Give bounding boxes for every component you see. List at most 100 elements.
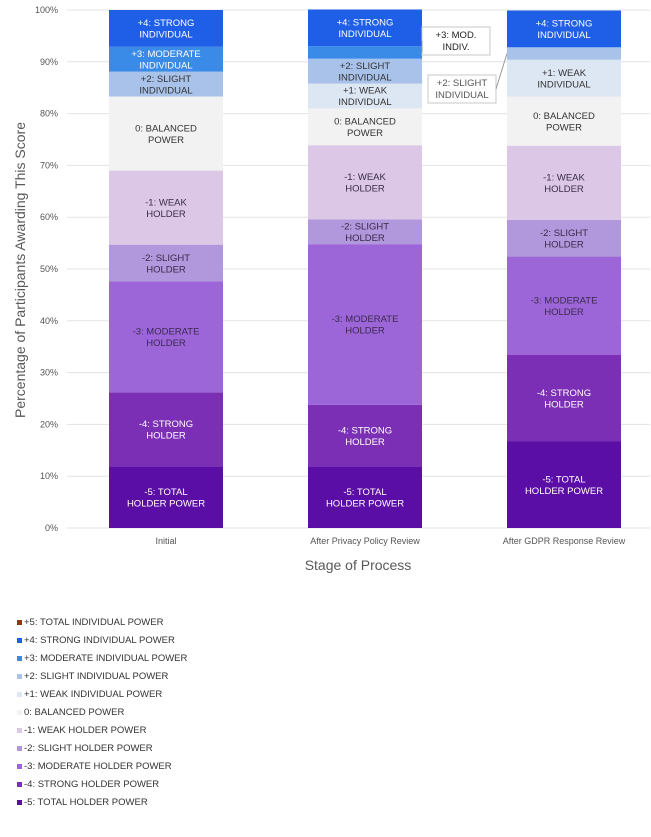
legend-swatch [17,673,22,679]
callout-label: +3: MOD. INDIV. [436,30,477,53]
y-axis-title: Percentage of Participants Awarding This… [12,122,28,418]
segment-label-2-slight-holder-power: -2: SLIGHT HOLDER [142,253,190,276]
bar-segment-1-weak-holder-power [507,145,621,220]
callouts: +3: MOD. INDIV. +2: SLIGHT INDIVIDUAL [421,26,508,104]
segment-label-1-weak-individual-power: +1: WEAK INDIVIDUAL [338,86,391,109]
bar-segment-4-strong-individual-power [507,10,621,48]
legend-swatch [17,619,22,625]
segment-label-1-weak-individual-power: +1: WEAK INDIVIDUAL [537,68,590,91]
legend-label: +1: WEAK INDIVIDUAL POWER [24,688,163,700]
segment-label-1-weak-holder-power: -1: WEAK HOLDER [145,197,187,220]
segment-label-5-total-holder-power: -5: TOTAL HOLDER POWER [326,487,404,510]
bar-segment-1-weak-holder-power [308,145,422,220]
legend-label: -1: WEAK HOLDER POWER [24,724,147,736]
legend-label: -4: STRONG HOLDER POWER [24,778,160,790]
bars [109,9,621,528]
y-tick-label: 100% [35,5,58,15]
bar-segment-2-slight-individual-power [109,71,223,97]
y-tick-label: 50% [40,264,58,274]
legend-item: -3: MODERATE HOLDER POWER [17,757,187,775]
legend-label: -2: SLIGHT HOLDER POWER [24,742,153,754]
bar-segment-4-strong-holder-power [308,404,422,467]
y-tick-label: 0% [45,523,58,533]
x-tick-label: After GDPR Response Review [503,536,626,546]
segment-label-2-slight-holder-power: -2: SLIGHT HOLDER [540,228,588,251]
legend-swatch [17,709,22,715]
bar-segment-1-weak-holder-power [109,170,223,245]
segment-label-4-strong-individual-power: +4: STRONG INDIVIDUAL [138,18,195,41]
callout-label: +2: SLIGHT INDIVIDUAL [435,78,488,101]
legend-swatch [17,781,22,787]
y-tick-label: 80% [40,109,58,119]
legend-label: +5: TOTAL INDIVIDUAL POWER [24,616,164,628]
bar-segment-3-moderate-holder-power [507,256,621,355]
y-tick-label: 60% [40,212,58,222]
bar-segment-3-moderate-holder-power [109,281,223,393]
bar-segment-5-total-holder-power [507,441,621,528]
segment-label-0-balanced-power: 0: BALANCED POWER [135,123,197,146]
legend-label: +4: STRONG INDIVIDUAL POWER [24,634,175,646]
bar-segment-2-slight-holder-power [507,219,621,257]
x-axis-title: Stage of Process [305,557,412,573]
callout-leader [495,53,508,90]
segment-label-3-moderate-holder-power: -3: MODERATE HOLDER [531,296,598,319]
bar-segment-0-balanced-power [507,96,621,146]
x-tick-label: Initial [155,536,176,546]
segment-label-5-total-holder-power: -5: TOTAL HOLDER POWER [127,487,205,510]
y-tick-label: 30% [40,368,58,378]
legend-label: +3: MODERATE INDIVIDUAL POWER [24,652,188,664]
bar-segment-5-total-holder-power [308,466,422,528]
legend-label: -3: MODERATE HOLDER POWER [24,760,172,772]
legend-item: -5: TOTAL HOLDER POWER [17,793,187,811]
bar-segment-1-weak-individual-power [507,59,621,97]
segment-label-2-slight-individual-power: +2: SLIGHT INDIVIDUAL [338,61,391,84]
legend-item: +1: WEAK INDIVIDUAL POWER [17,685,187,703]
legend-swatch [17,691,22,697]
segment-label-2-slight-holder-power: -2: SLIGHT HOLDER [341,221,389,244]
legend-item: -1: WEAK HOLDER POWER [17,721,187,739]
y-tick-label: 90% [40,57,58,67]
legend-item: -4: STRONG HOLDER POWER [17,775,187,793]
bar-segment-4-strong-individual-power [308,9,422,47]
segment-label-1-weak-holder-power: -1: WEAK HOLDER [344,172,386,195]
legend-swatch [17,655,22,661]
y-tick-label: 70% [40,160,58,170]
bar-segment-2-slight-holder-power [308,219,422,245]
segment-label-3-moderate-holder-power: -3: MODERATE HOLDER [133,327,200,350]
legend-swatch [17,637,22,643]
x-tick-label: After Privacy Policy Review [310,536,420,546]
y-tick-label: 40% [40,316,58,326]
legend-label: 0: BALANCED POWER [24,706,125,718]
bar-segment-0-balanced-power [308,108,422,146]
legend-swatch [17,763,22,769]
x-axis-ticks: Initial After Privacy Policy Review After … [155,536,625,546]
segment-label-0-balanced-power: 0: BALANCED POWER [533,111,595,133]
bar-segment-4-strong-holder-power [109,392,223,467]
segment-label-0-balanced-power: 0: BALANCED POWER [334,117,396,139]
legend-item: 0: BALANCED POWER [17,703,187,721]
legend-item: +4: STRONG INDIVIDUAL POWER [17,631,187,649]
bar-segment-3-moderate-individual-power [109,46,223,72]
bar-segment-0-balanced-power [109,96,223,171]
bar-segment-1-weak-individual-power [308,83,422,109]
bar-segment-2-slight-individual-power [507,47,621,60]
legend-label: +2: SLIGHT INDIVIDUAL POWER [24,670,169,682]
legend-item: +5: TOTAL INDIVIDUAL POWER [17,613,187,631]
segment-label-2-slight-individual-power: +2: SLIGHT INDIVIDUAL [139,74,192,97]
y-tick-label: 20% [40,419,58,429]
bar-segment-5-total-holder-power [109,466,223,528]
bar-segment-2-slight-holder-power [109,244,223,282]
y-axis-ticks: 0% 10% 20% 30% 40% 50% 60% 70% 80% 90% 100% [35,5,58,533]
legend-label: -5: TOTAL HOLDER POWER [24,796,148,808]
segment-label-4-strong-holder-power: -4: STRONG HOLDER [139,419,193,442]
bar-segment-4-strong-individual-power [109,10,223,47]
bar-segment-3-moderate-holder-power [308,244,422,405]
callout-box [421,26,491,56]
legend-item: -2: SLIGHT HOLDER POWER [17,739,187,757]
segment-label-3-moderate-individual-power: +3: MODERATE INDIVIDUAL [131,49,200,72]
bar-segment-2-slight-individual-power [308,58,422,84]
legend-swatch [17,727,22,733]
segment-label-4-strong-holder-power: -4: STRONG HOLDER [537,388,591,411]
segment-label-4-strong-individual-power: +4: STRONG INDIVIDUAL [536,19,593,41]
legend-swatch [17,799,22,805]
